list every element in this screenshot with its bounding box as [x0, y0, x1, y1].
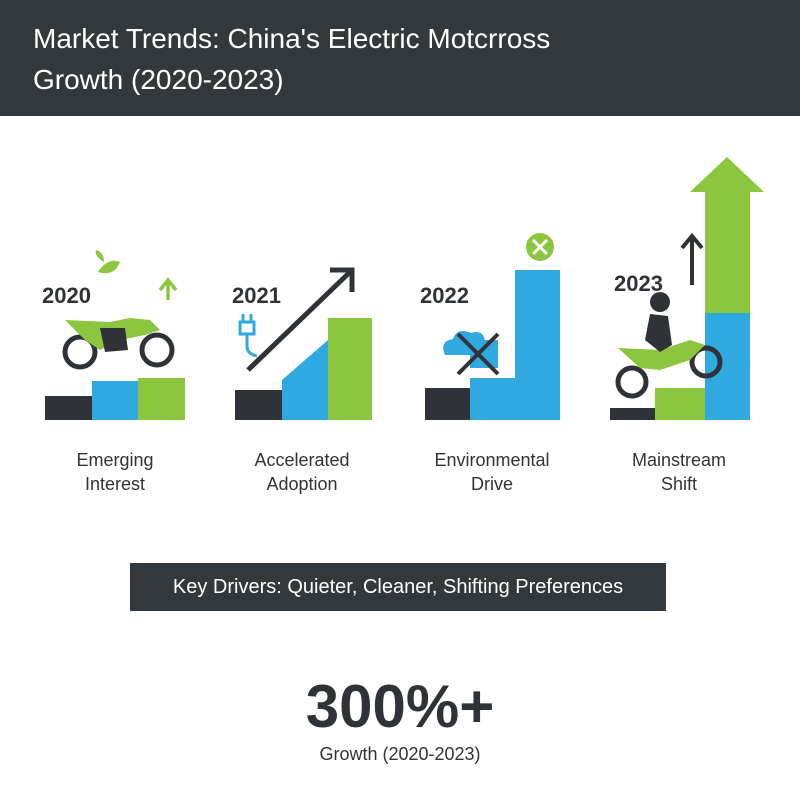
panel-label: Environmental Drive	[434, 450, 550, 494]
year: 2021	[232, 283, 281, 308]
year: 2020	[42, 283, 91, 308]
stat-value: 300%+	[305, 673, 495, 740]
year: 2022	[420, 283, 469, 308]
panel-label: Emerging Interest	[76, 450, 154, 494]
key-drivers: Key Drivers: Quieter, Cleaner, Shifting …	[130, 563, 666, 611]
illustration	[45, 157, 764, 420]
panel-label: Mainstream Shift	[631, 450, 727, 494]
stat-label: Growth (2020-2023)	[319, 744, 481, 764]
panel-label: Accelerated Adoption	[254, 450, 350, 494]
header: Market Trends: China's Electric Motcrros…	[0, 0, 800, 116]
year: 2023	[614, 271, 663, 296]
title: Market Trends: China's Electric Motcrros…	[33, 23, 551, 95]
